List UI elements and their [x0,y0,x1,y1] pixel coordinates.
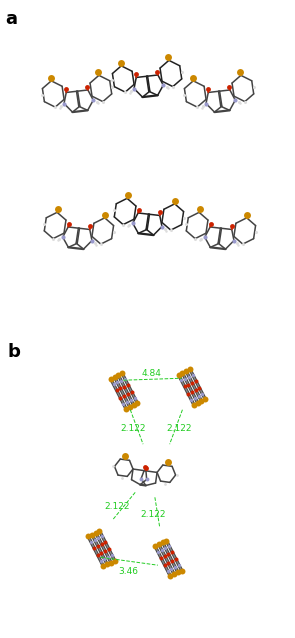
Text: b: b [7,343,20,361]
Text: 3.46: 3.46 [118,567,138,575]
Text: a: a [5,10,17,29]
Text: 2.122: 2.122 [105,501,130,510]
Text: 2.122: 2.122 [167,424,192,433]
Text: 2.122: 2.122 [140,510,166,519]
Text: 4.84: 4.84 [142,369,162,378]
Text: 2.122: 2.122 [120,424,146,433]
